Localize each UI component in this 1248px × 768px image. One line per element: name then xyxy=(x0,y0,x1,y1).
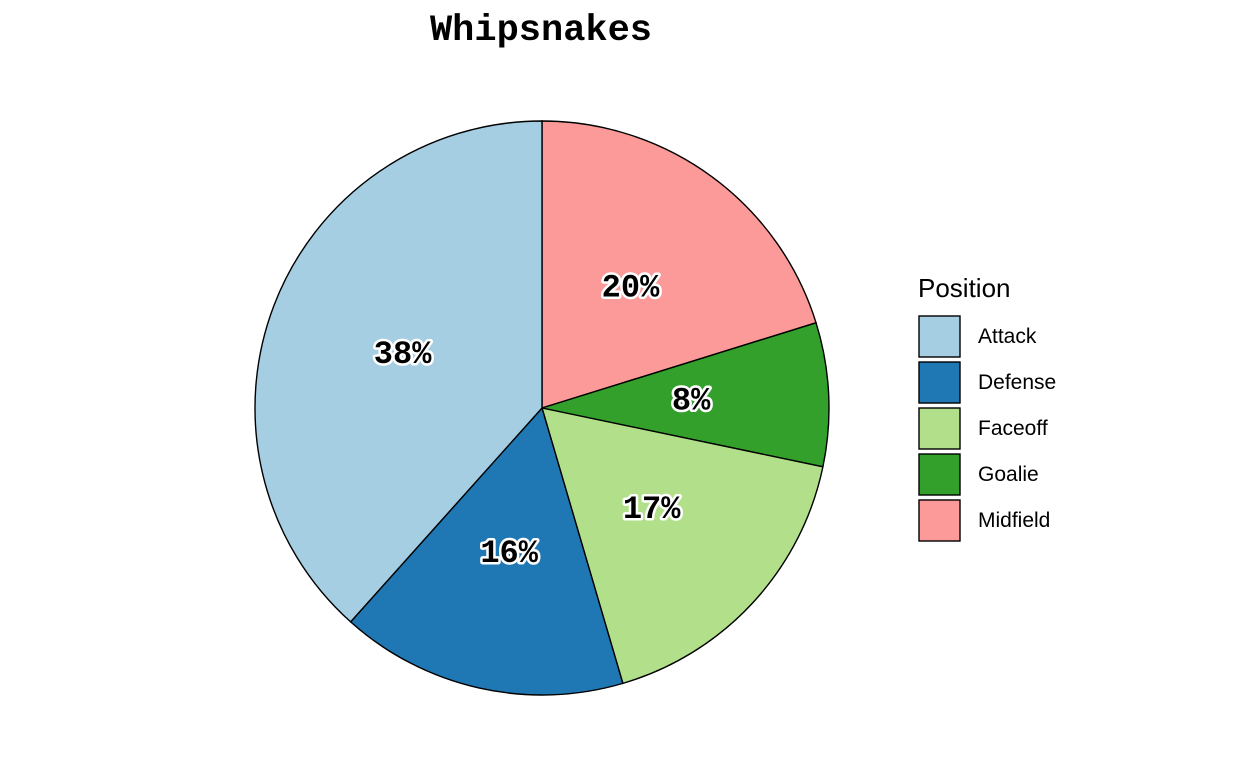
legend-items: Attack Defense Faceoff Goalie Midfield xyxy=(918,315,1056,542)
chart-title: Whipsnakes xyxy=(430,10,652,52)
pie-slice-attack xyxy=(254,120,543,623)
legend-label-attack: Attack xyxy=(978,325,1037,348)
pie-slice-goalie xyxy=(539,321,830,468)
slice-label-midfield: 20% xyxy=(602,269,660,306)
legend-swatch-defense xyxy=(918,361,961,404)
pie-slice-faceoff xyxy=(540,407,824,685)
legend-item-midfield: Midfield xyxy=(918,499,1050,542)
legend-item-attack: Attack xyxy=(918,315,1037,358)
legend-item-faceoff: Faceoff xyxy=(918,407,1048,450)
legend-label-midfield: Midfield xyxy=(978,509,1050,532)
pie-slice-defense xyxy=(349,406,624,696)
pie-slice-midfield xyxy=(541,120,817,409)
legend: Position Attack Defense Faceoff Goalie Midfi… xyxy=(918,273,1056,542)
legend-swatch-faceoff xyxy=(918,407,961,450)
legend-item-goalie: Goalie xyxy=(918,453,1039,496)
legend-swatch-goalie xyxy=(918,453,961,496)
legend-label-defense: Defense xyxy=(978,371,1056,394)
slice-label-defense: 16% xyxy=(480,535,538,572)
pie-slices xyxy=(254,120,830,696)
slice-label-goalie: 8% xyxy=(672,382,711,419)
legend-item-defense: Defense xyxy=(918,361,1056,404)
legend-title: Position xyxy=(918,273,1011,303)
slice-label-faceoff: 17% xyxy=(623,491,681,528)
slice-label-attack: 38% xyxy=(374,336,432,373)
legend-swatch-midfield xyxy=(918,499,961,542)
legend-label-goalie: Goalie xyxy=(978,463,1039,486)
pie-slice-labels: 20% 8% 17% 16% 38% xyxy=(371,267,713,575)
legend-swatch-attack xyxy=(918,315,961,358)
legend-label-faceoff: Faceoff xyxy=(978,417,1048,440)
